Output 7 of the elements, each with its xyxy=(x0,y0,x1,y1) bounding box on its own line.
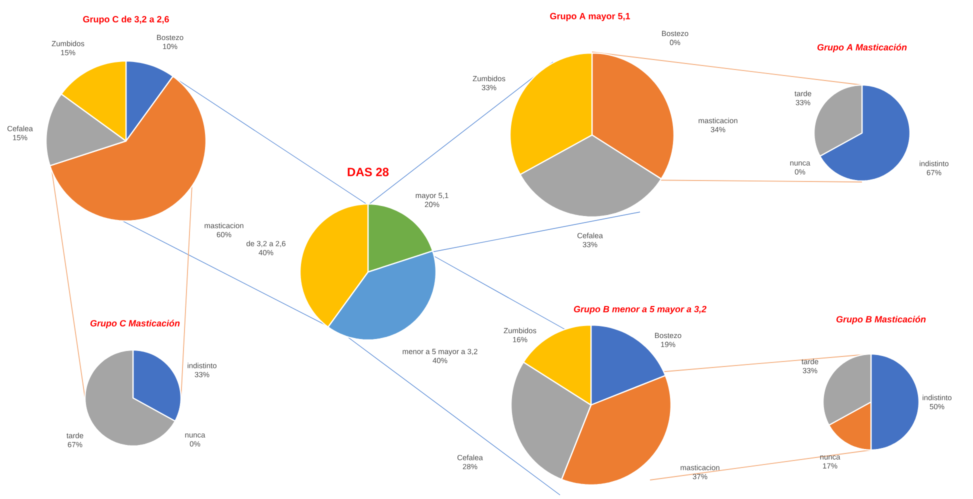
chart-title: DAS 28 xyxy=(348,168,389,176)
chart-title: Grupo A Masticación xyxy=(817,44,907,52)
chart-title: Grupo C de 3,2 a 2,6 xyxy=(83,16,169,24)
chart-title: Grupo B menor a 5 mayor a 3,2 xyxy=(574,306,706,314)
chart-title: Grupo B Masticación xyxy=(836,316,926,324)
chart-title: Grupo C Masticación xyxy=(90,320,180,328)
chart-title: Grupo A mayor 5,1 xyxy=(550,12,630,22)
